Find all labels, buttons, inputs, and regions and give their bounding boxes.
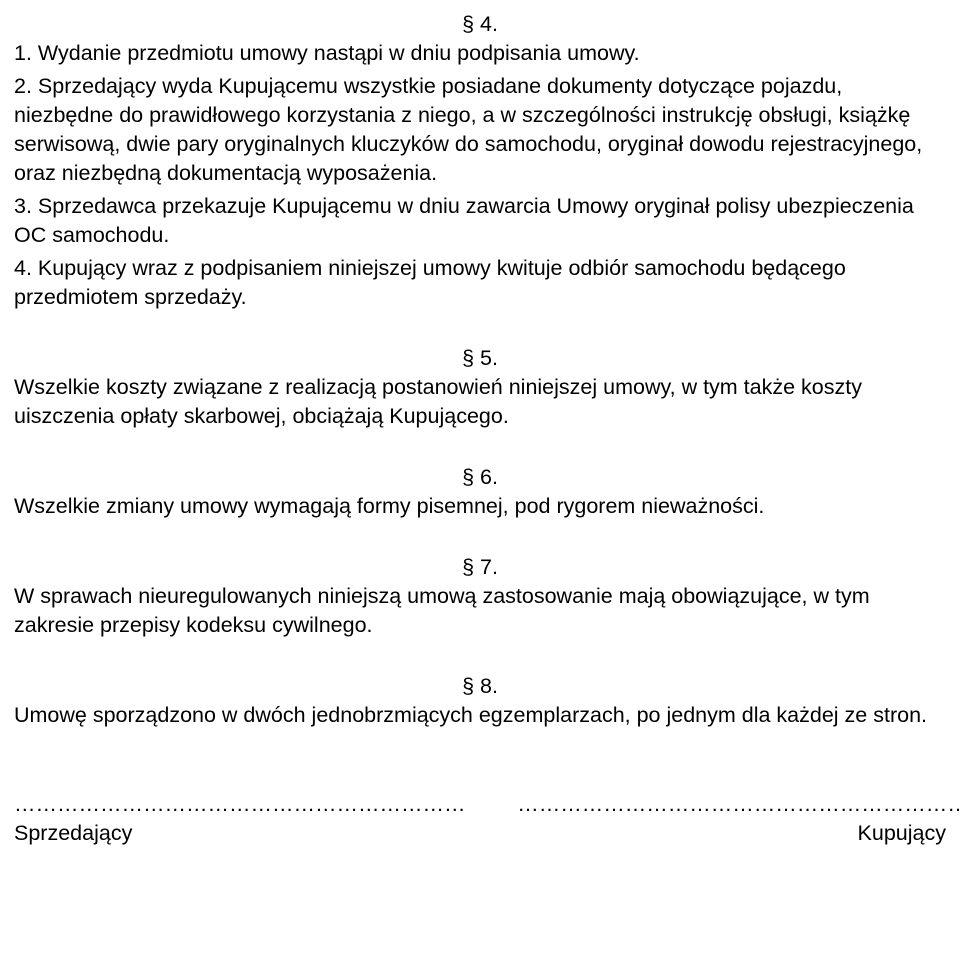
seller-signature-block: ……………………………………………………… Sprzedający	[14, 790, 443, 848]
section-8-text: Umowę sporządzono w dwóch jednobrzmiącyc…	[14, 701, 946, 730]
signature-row: ……………………………………………………… Sprzedający …………………	[14, 790, 946, 848]
buyer-signature-block: ……………………………………………………… Kupujący	[517, 790, 946, 848]
section-7-heading: § 7.	[14, 553, 946, 582]
section-4-item-2: 2. Sprzedający wyda Kupującemu wszystkie…	[14, 72, 946, 188]
section-6-heading: § 6.	[14, 463, 946, 492]
buyer-signature-label: Kupujący	[517, 819, 946, 848]
section-4-item-4: 4. Kupujący wraz z podpisaniem niniejsze…	[14, 254, 946, 312]
seller-signature-label: Sprzedający	[14, 819, 443, 848]
section-4-item-3: 3. Sprzedawca przekazuje Kupującemu w dn…	[14, 192, 946, 250]
section-8-heading: § 8.	[14, 672, 946, 701]
section-6-text: Wszelkie zmiany umowy wymagają formy pis…	[14, 492, 946, 521]
section-5-heading: § 5.	[14, 344, 946, 373]
section-4-heading: § 4.	[14, 10, 946, 39]
section-5-text: Wszelkie koszty związane z realizacją po…	[14, 373, 946, 431]
section-4-item-1: 1. Wydanie przedmiotu umowy nastąpi w dn…	[14, 39, 946, 68]
buyer-signature-line: ………………………………………………………	[517, 790, 946, 819]
seller-signature-line: ………………………………………………………	[14, 790, 443, 819]
section-7-text: W sprawach nieuregulowanych niniejszą um…	[14, 582, 946, 640]
